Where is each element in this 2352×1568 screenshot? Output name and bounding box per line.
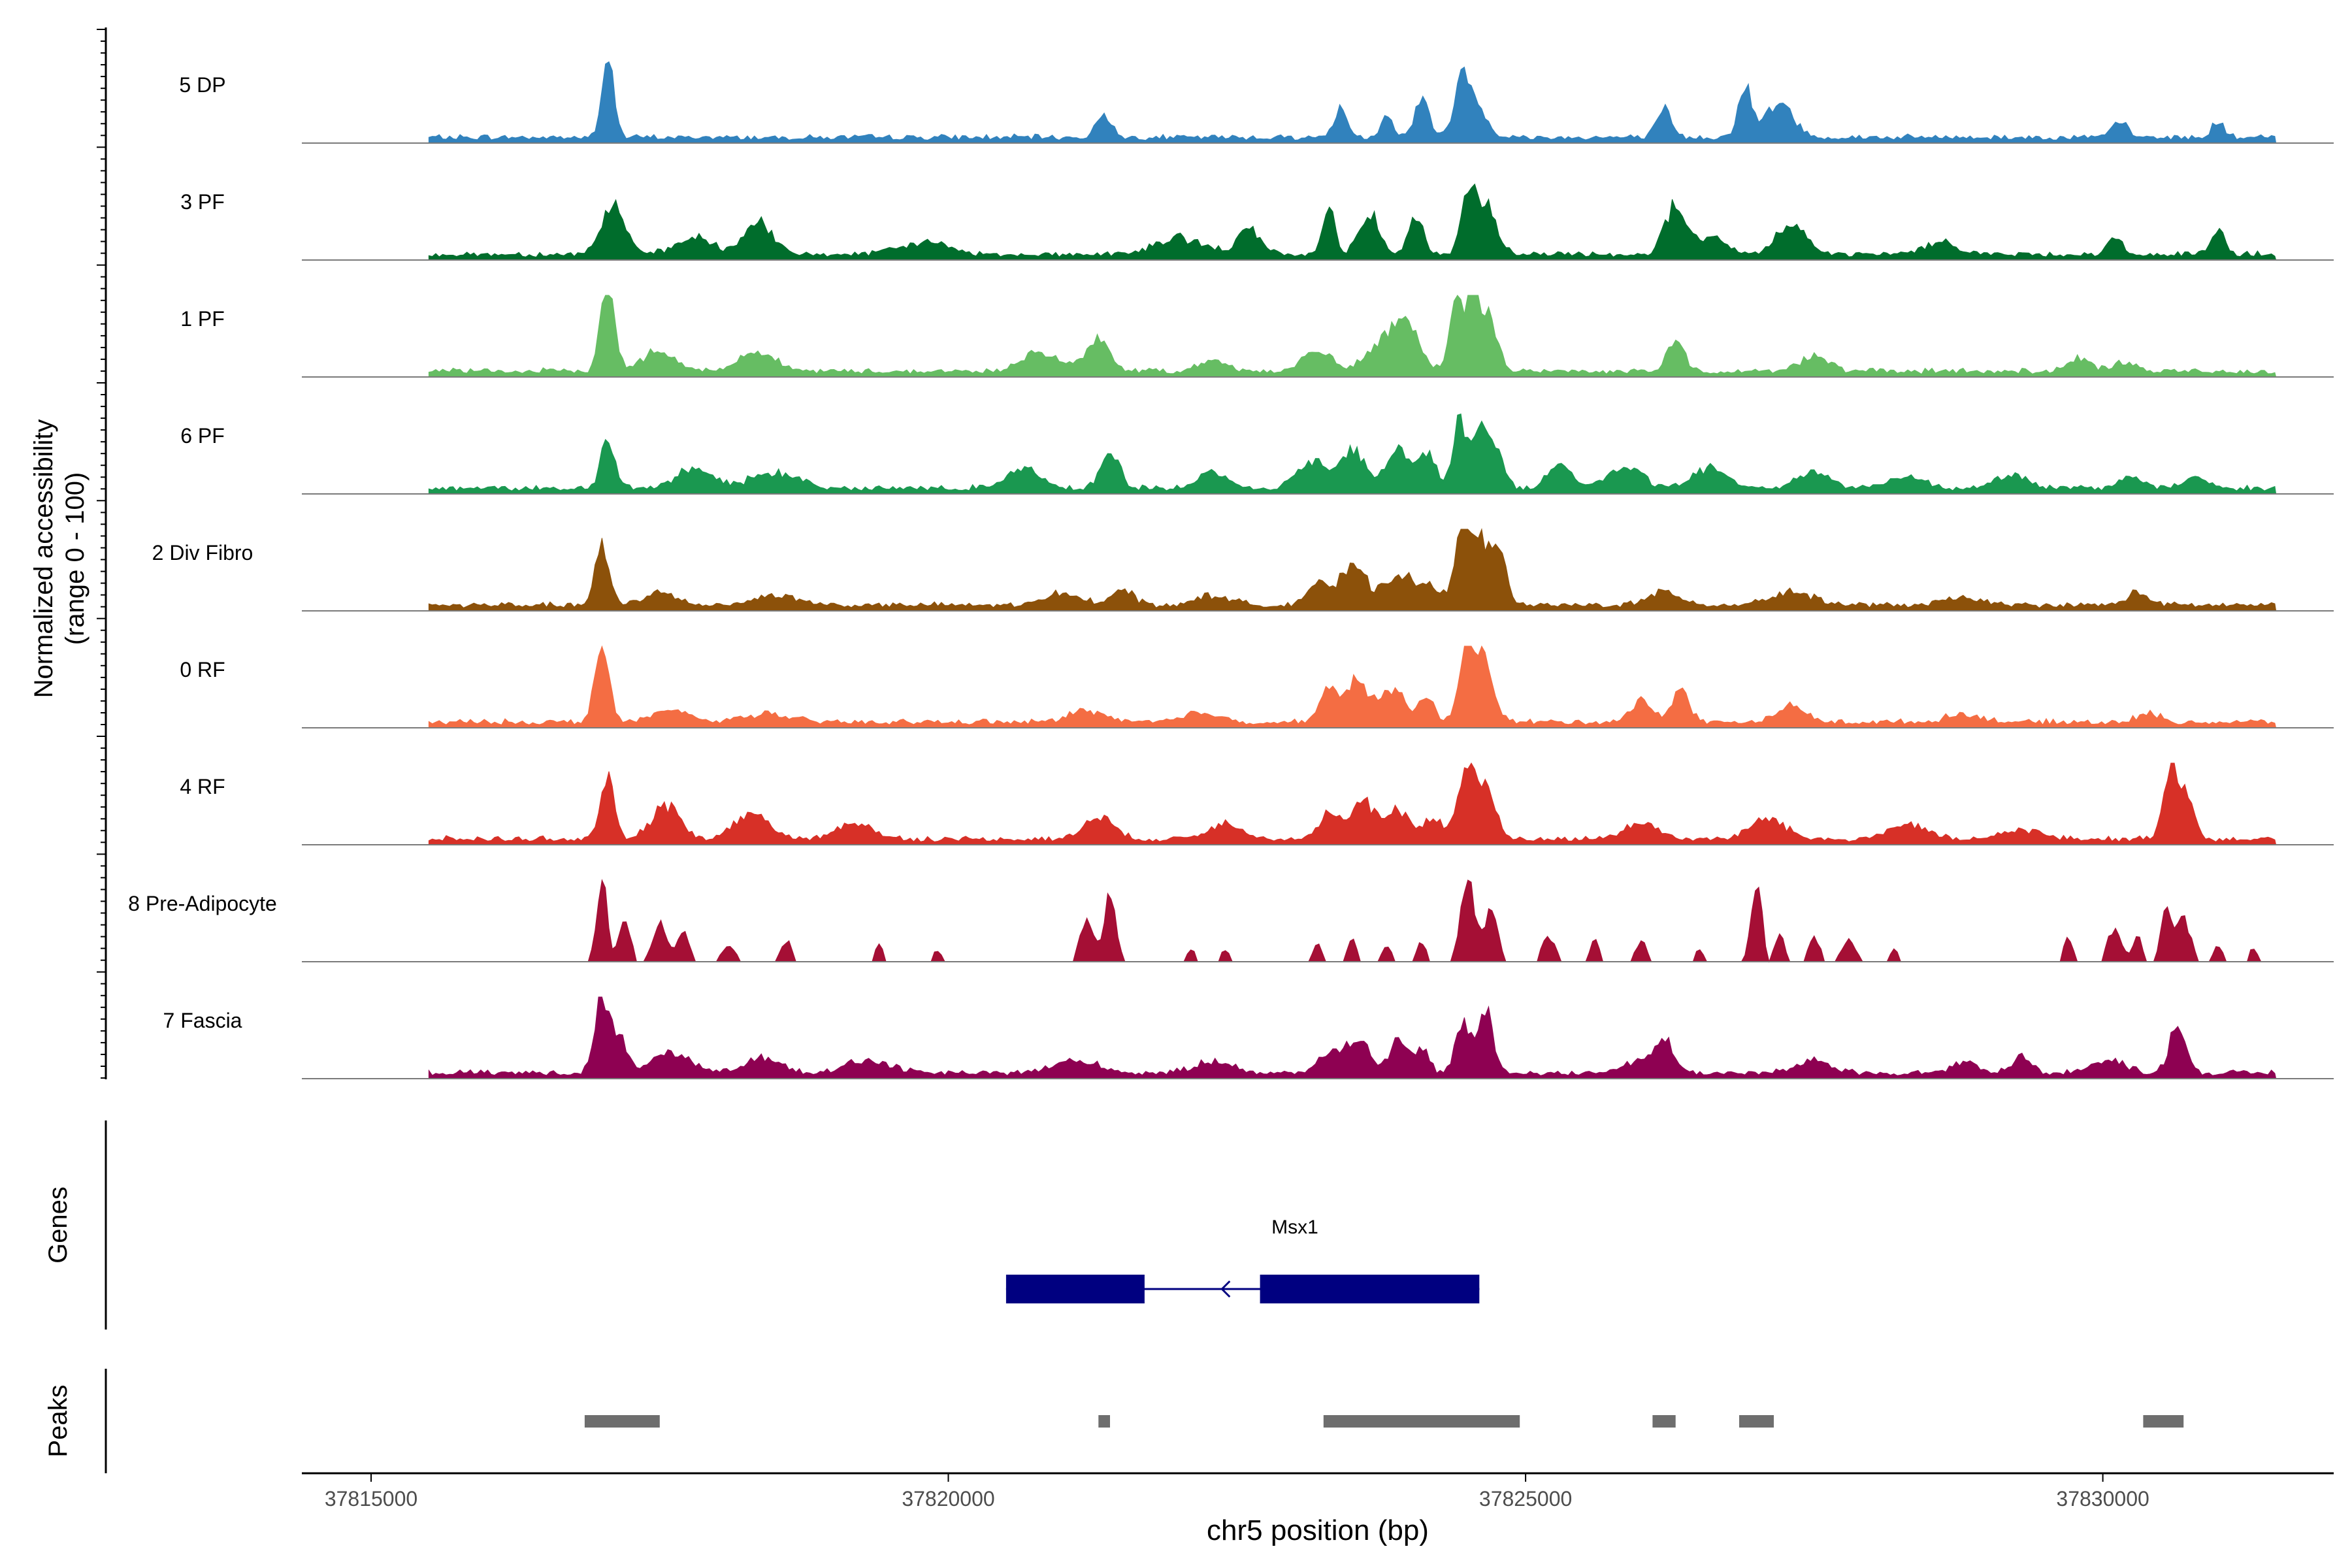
y-axis-title: Normalized accessibility xyxy=(29,419,58,698)
x-axis-ticks: 37815000 37820000 37825000 37830000 xyxy=(325,1473,2149,1511)
coverage-area xyxy=(428,996,2277,1079)
track-4: 2 Div Fibro xyxy=(152,528,2334,612)
y-axis-ticks xyxy=(97,29,106,1079)
track-label: 2 Div Fibro xyxy=(152,541,253,564)
track-label: 4 RF xyxy=(180,775,225,798)
coverage-area xyxy=(428,295,2277,378)
coverage-area xyxy=(428,645,2277,728)
track-label: 3 PF xyxy=(180,190,225,214)
x-tick-label: 37830000 xyxy=(2056,1487,2149,1511)
track-label: 1 PF xyxy=(180,307,225,331)
genes-panel-label: Genes xyxy=(44,1186,73,1264)
peak-region xyxy=(1098,1415,1110,1428)
coverage-area xyxy=(428,413,2277,495)
peak-regions xyxy=(584,1415,2184,1428)
track-label: 5 DP xyxy=(179,73,225,97)
strand-arrow-icon xyxy=(1220,1280,1231,1298)
track-6: 4 RF xyxy=(180,762,2334,845)
coverage-area xyxy=(428,61,2277,144)
coverage-tracks: 5 DP 3 PF 1 PF 6 PF 2 Div Fibro 0 RF 4 RF 8 Pre… xyxy=(128,61,2334,1079)
peaks-panel-label: Peaks xyxy=(44,1384,73,1457)
track-8: 7 Fascia xyxy=(163,996,2334,1079)
x-axis-title: chr5 position (bp) xyxy=(1207,1514,1429,1546)
x-tick-label: 37825000 xyxy=(1479,1487,1572,1511)
gene-exon xyxy=(1005,1275,1145,1303)
coverage-area xyxy=(428,183,2277,261)
peak-region xyxy=(2143,1415,2184,1428)
track-7: 8 Pre-Adipocyte xyxy=(128,879,2334,963)
peak-region xyxy=(584,1415,660,1428)
track-label: 7 Fascia xyxy=(163,1009,242,1032)
gene-exon xyxy=(1260,1275,1480,1303)
gene-name-label: Msx1 xyxy=(1271,1217,1318,1238)
track-0: 5 DP xyxy=(179,61,2334,144)
track-3: 6 PF xyxy=(180,413,2334,495)
gene-msx1: Msx1 xyxy=(1005,1217,1480,1303)
track-label: 6 PF xyxy=(180,424,225,448)
track-2: 1 PF xyxy=(180,295,2334,378)
peak-region xyxy=(1739,1415,1774,1428)
track-label: 0 RF xyxy=(180,658,225,681)
track-5: 0 RF xyxy=(180,645,2334,728)
x-tick-label: 37820000 xyxy=(902,1487,994,1511)
peak-region xyxy=(1652,1415,1676,1428)
x-tick-label: 37815000 xyxy=(325,1487,417,1511)
track-1: 3 PF xyxy=(180,183,2334,261)
coverage-area xyxy=(428,762,2277,845)
track-label: 8 Pre-Adipocyte xyxy=(128,892,277,915)
peak-region xyxy=(1323,1415,1520,1428)
gene-annotations: Msx1 xyxy=(1005,1217,1480,1303)
coverage-area xyxy=(428,528,2277,612)
y-axis-subtitle: (range 0 - 100) xyxy=(61,472,90,645)
